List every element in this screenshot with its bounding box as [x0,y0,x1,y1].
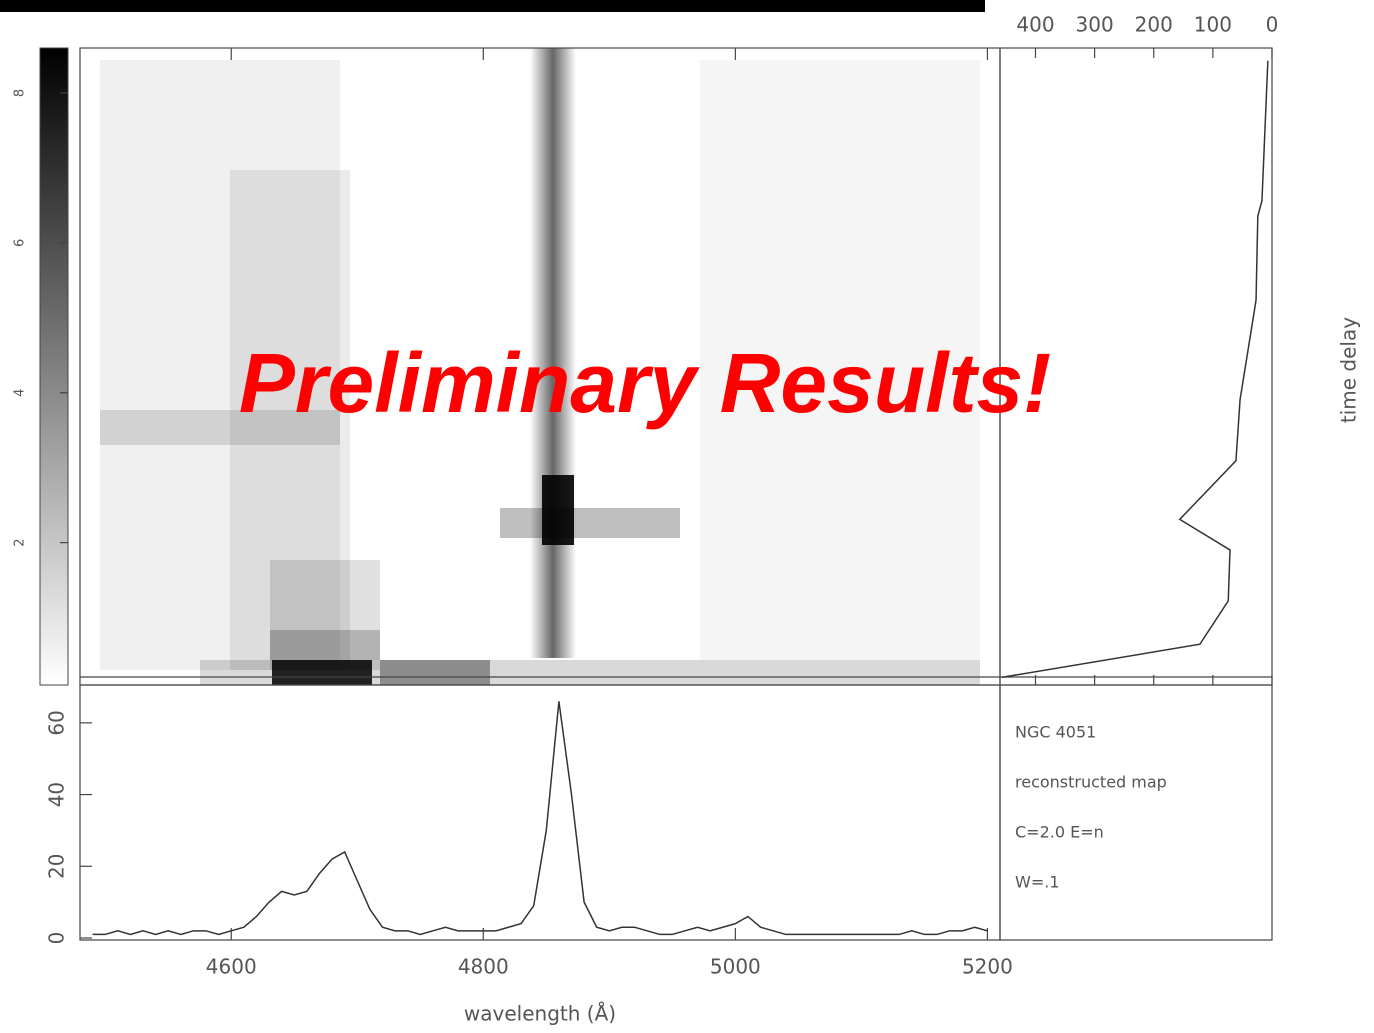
colorbar-tick-label: 6 [13,239,28,247]
x-tick-label: 200 [1135,13,1173,37]
y-tick-label: 60 [45,710,69,735]
colorbar-tick-label: 4 [13,389,28,397]
y-axis-label: time delay [1337,317,1361,423]
colorbar-tick-label: 2 [13,538,28,546]
spectrum-frame [80,685,1000,940]
annotation: reconstructed map [1015,773,1167,792]
x-tick-label: 4600 [206,955,257,979]
x-tick-label: 0 [1266,13,1279,37]
data-line [93,701,988,934]
x-tick-label: 5000 [710,955,761,979]
x-tick-label: 4800 [458,955,509,979]
overlay-text: Preliminary Results! [239,336,1051,430]
colorbar-tick-label: 8 [13,89,28,97]
x-axis-label: wavelength (Å) [464,1002,616,1026]
y-tick-label: 0 [45,932,69,945]
top-bar [0,0,985,12]
y-tick-label: 40 [45,782,69,807]
annotation: W=.1 [1015,873,1060,892]
annotation: C=2.0 E=n [1015,823,1104,842]
figure: wavelength (Å) time delay 40030020010004… [0,0,1374,1033]
x-tick-label: 5200 [962,955,1013,979]
x-tick-label: 100 [1194,13,1232,37]
x-tick-label: 300 [1076,13,1114,37]
x-tick-label: 400 [1016,13,1054,37]
annotation: NGC 4051 [1015,723,1096,742]
y-tick-label: 20 [45,854,69,879]
colorbar [40,48,68,685]
